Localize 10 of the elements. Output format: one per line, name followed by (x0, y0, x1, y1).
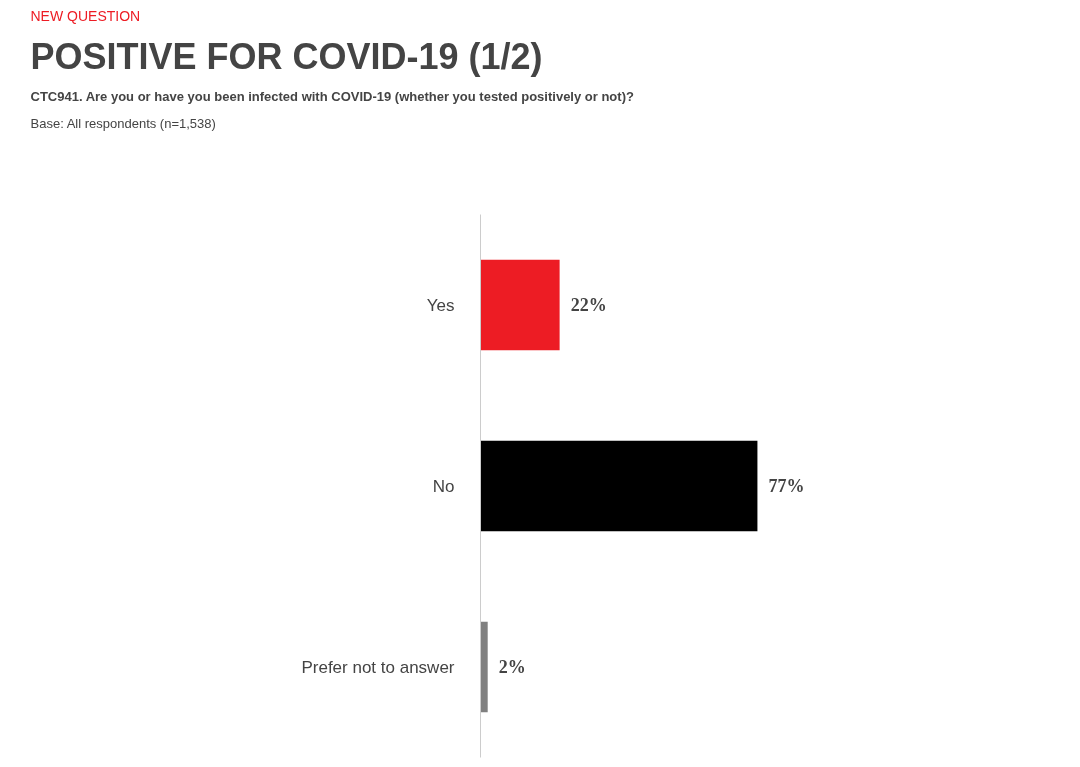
data-label: 22% (570, 295, 607, 315)
text: Base: All respondents (n=1,538) (30, 115, 216, 131)
y-tick-label: Prefer not to answer (301, 657, 455, 677)
y-tick-label: Yes (426, 295, 455, 315)
data-label: 77% (768, 476, 805, 496)
data-label: 2% (498, 657, 526, 677)
chart-title: POSITIVE FOR COVID-19 (1/2) (30, 35, 543, 77)
y-tick-label: No (432, 476, 455, 496)
text: NEW QUESTION (30, 7, 141, 24)
text: CTC941. Are you or have you been infected with COVID-19 (whether you tested positively or not)? (30, 88, 634, 104)
